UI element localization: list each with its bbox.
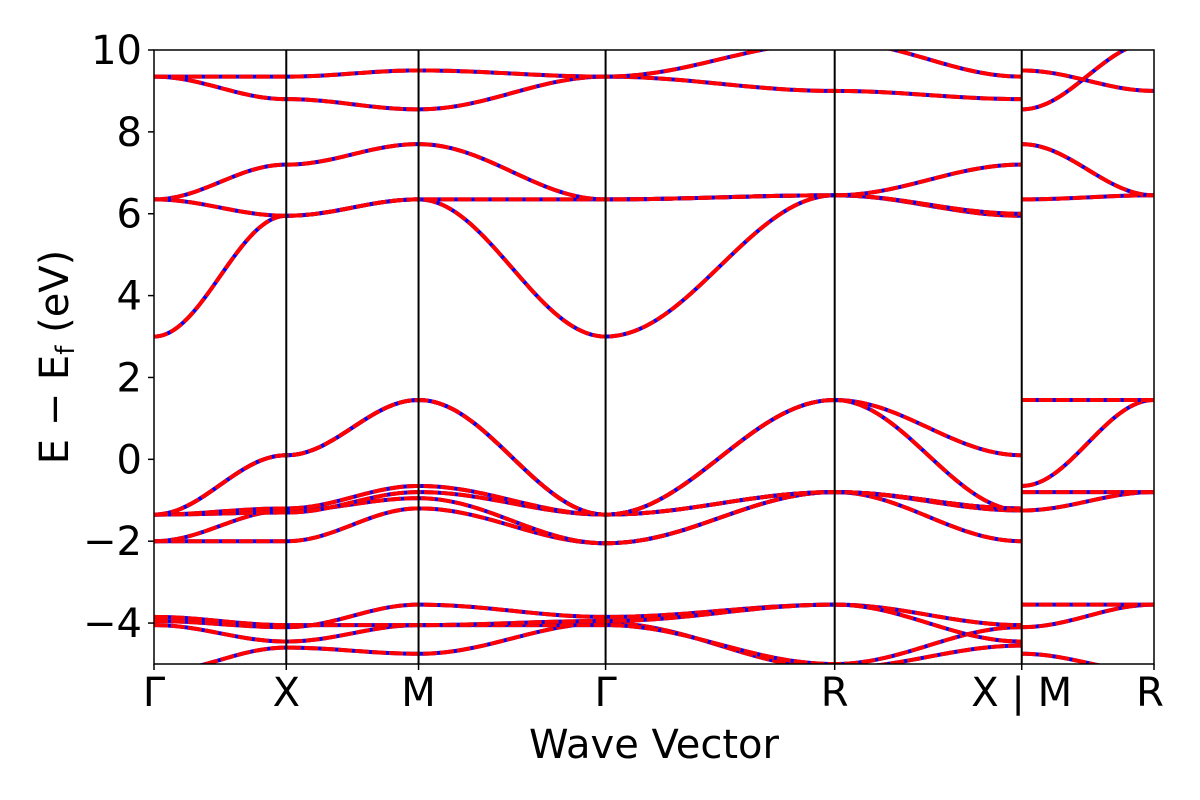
band-line-red-11 — [154, 193, 1022, 218]
band-line-red-5 — [154, 490, 1022, 546]
y-tick-label: −2 — [83, 519, 142, 565]
band-line-red-13 — [154, 74, 1022, 112]
y-tick-label: 6 — [117, 192, 142, 238]
band-line-red-20 — [1021, 397, 1154, 488]
band-line-blue-16 — [1021, 602, 1154, 630]
high-symmetry-lines — [285, 50, 1023, 664]
x-tick-label: Γ — [143, 670, 166, 716]
band-line-red-7 — [154, 483, 1022, 517]
y-axis-ticks: −4 −2 0 2 4 6 8 10 — [83, 28, 154, 647]
y-axis-title: E − Ef (eV) — [32, 250, 81, 465]
plot-frame — [153, 49, 1155, 665]
y-tick-label: 2 — [117, 355, 142, 401]
band-line-red-12 — [154, 142, 1022, 202]
y-tick-label: 10 — [91, 28, 142, 74]
band-line-red-22 — [1021, 193, 1154, 202]
band-lines — [154, 50, 1154, 664]
band-line-blue-5 — [154, 490, 1022, 546]
band-line-red-3 — [154, 602, 1022, 644]
band-line-red-4 — [154, 490, 1022, 546]
band-line-red-1 — [154, 623, 1022, 664]
y-axis-title-subscript: f — [51, 345, 81, 355]
x-tick-label: X | M — [971, 670, 1072, 716]
x-tick-label: R — [821, 670, 849, 716]
band-line-red-23 — [1021, 142, 1154, 198]
band-line-red-15 — [1021, 651, 1103, 664]
band-line-red-10 — [154, 193, 1022, 339]
x-axis-title: Wave Vector — [529, 722, 780, 768]
band-line-blue-4 — [154, 490, 1022, 546]
x-tick-label: Γ — [594, 670, 617, 716]
x-tick-label: X — [273, 670, 300, 716]
x-tick-label: M — [401, 670, 436, 716]
x-axis-ticks: Γ X M Γ R X | M R — [143, 664, 1164, 716]
y-axis-title-unit: (eV) — [32, 250, 78, 346]
y-axis-title-main: E − E — [32, 355, 78, 465]
y-tick-label: 8 — [117, 110, 142, 156]
y-tick-label: 4 — [117, 274, 142, 320]
band-line-red-24 — [1021, 50, 1129, 112]
band-line-red-25 — [1021, 68, 1154, 93]
band-line-blue-14 — [154, 50, 1022, 79]
band-line-red-9 — [154, 397, 1022, 517]
band-line-red-0 — [198, 621, 1022, 664]
band-line-red-14 — [154, 50, 1022, 79]
x-tick-label: R — [1136, 670, 1164, 716]
y-tick-label: −4 — [83, 601, 142, 647]
band-line-blue-12 — [154, 142, 1022, 202]
y-tick-label: 0 — [117, 437, 142, 483]
